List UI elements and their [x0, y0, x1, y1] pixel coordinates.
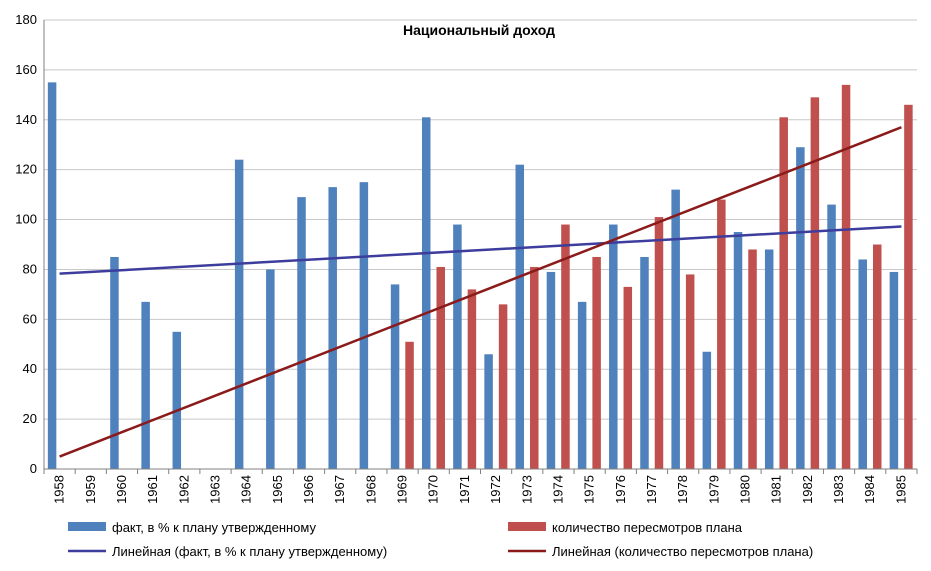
trendline-1 — [59, 225, 902, 275]
bar-s1-1972 — [484, 354, 493, 469]
bar-s2-1969 — [405, 341, 414, 469]
x-tick-label-1967: 1967 — [332, 475, 347, 504]
x-tick-label-1969: 1969 — [395, 475, 410, 504]
bar-s1-1965 — [266, 269, 275, 469]
x-tick-label-1961: 1961 — [145, 475, 160, 504]
axes: 0 20 40 60 80 100 120 140 160 180 1958 1959 1960 1961… — [15, 12, 918, 504]
x-tick-label-1985: 1985 — [893, 475, 908, 504]
bar-s2-1983 — [841, 84, 851, 469]
y-tick-label-180: 180 — [15, 12, 37, 27]
bar-s2-1984 — [872, 244, 882, 469]
bar-s1-1964 — [234, 159, 244, 469]
bar-s2-1981 — [779, 117, 788, 470]
y-tick-label-40: 40 — [23, 361, 37, 376]
x-tick-label-1984: 1984 — [862, 475, 877, 504]
bars — [47, 82, 913, 470]
legend: факт, в % к плану утвержденному количеств… — [68, 520, 813, 559]
bar-s1-1979 — [702, 351, 712, 469]
x-tick-label-1982: 1982 — [800, 475, 815, 504]
bar-s2-1973 — [530, 266, 539, 469]
bar-s1-1974 — [546, 271, 556, 469]
x-tick-label-1970: 1970 — [426, 475, 441, 504]
bar-s2-1976 — [623, 286, 633, 469]
x-tick-label-1978: 1978 — [675, 475, 690, 504]
bar-s2-1975 — [592, 256, 601, 469]
legend-trend-2-label: Линейная (количество пересмотров плана) — [552, 544, 813, 559]
bar-s1-1962 — [172, 331, 182, 469]
x-tick-label-1973: 1973 — [519, 475, 534, 504]
trendlines — [59, 126, 902, 458]
bar-s2-1979 — [717, 199, 726, 469]
bar-s2-1985 — [904, 104, 913, 470]
legend-series-2-swatch — [508, 522, 546, 531]
bar-s1-1961 — [141, 301, 150, 469]
bar-s2-1970 — [436, 266, 445, 469]
bar-s1-1981 — [764, 249, 774, 469]
x-tick-label-1966: 1966 — [301, 475, 316, 504]
bar-s1-1977 — [640, 256, 649, 469]
x-tick-label-1962: 1962 — [176, 475, 191, 504]
bar-s1-1969 — [390, 284, 400, 469]
bar-s1-1970 — [421, 117, 431, 470]
bar-s2-1980 — [748, 249, 757, 469]
bar-s1-1985 — [889, 271, 899, 469]
bar-s2-1982 — [810, 97, 820, 470]
y-tick-label-160: 160 — [15, 62, 37, 77]
x-tick-label-1968: 1968 — [363, 475, 378, 504]
gridlines — [44, 19, 917, 470]
bar-s1-1975 — [577, 301, 587, 469]
legend-trend-1-label: Линейная (факт, в % к плану утвержденном… — [112, 544, 387, 559]
bar-s2-1971 — [467, 289, 477, 469]
trendline-2 — [59, 126, 902, 458]
x-tick-label-1958: 1958 — [52, 475, 67, 504]
x-tick-label-1976: 1976 — [613, 475, 628, 504]
bar-s2-1978 — [685, 274, 695, 469]
legend-series-1-label: факт, в % к плану утвержденному — [112, 520, 316, 535]
x-tick-label-1964: 1964 — [239, 475, 254, 504]
bar-s2-1977 — [654, 217, 664, 469]
x-tick-label-1983: 1983 — [831, 475, 846, 504]
legend-series-1-swatch — [68, 522, 106, 531]
x-tick-label-1959: 1959 — [83, 475, 98, 504]
bar-s2-1974 — [561, 224, 570, 469]
legend-series-2-label: количество пересмотров плана — [552, 520, 743, 535]
y-tick-label-120: 120 — [15, 162, 37, 177]
y-tick-label-0: 0 — [30, 461, 37, 476]
bar-s1-1973 — [515, 164, 525, 469]
bar-s1-1984 — [858, 259, 867, 469]
y-tick-label-60: 60 — [23, 311, 37, 326]
x-tick-label-1972: 1972 — [488, 475, 503, 504]
bar-s1-1960 — [110, 256, 119, 469]
bar-s2-1972 — [498, 304, 508, 469]
y-tick-label-140: 140 — [15, 112, 37, 127]
bar-s1-1982 — [796, 147, 805, 469]
x-tick-label-1981: 1981 — [769, 475, 784, 504]
bar-s1-1958 — [47, 82, 57, 469]
x-tick-label-1960: 1960 — [114, 475, 129, 504]
bar-s1-1978 — [671, 189, 680, 469]
y-tick-label-20: 20 — [23, 411, 37, 426]
x-tick-label-1971: 1971 — [457, 475, 472, 504]
bar-s1-1968 — [359, 182, 369, 469]
x-tick-label-1977: 1977 — [644, 475, 659, 504]
x-tick-label-1979: 1979 — [706, 475, 721, 504]
x-tick-label-1974: 1974 — [550, 475, 565, 504]
bar-s1-1976 — [609, 224, 618, 469]
x-tick-label-1965: 1965 — [270, 475, 285, 504]
bar-s1-1967 — [328, 187, 337, 469]
bar-s1-1980 — [733, 232, 743, 469]
y-tick-label-100: 100 — [15, 212, 37, 227]
chart-title: Национальный доход — [403, 22, 555, 38]
x-tick-label-1963: 1963 — [207, 475, 222, 504]
bar-s1-1983 — [827, 204, 836, 470]
bar-s1-1971 — [453, 224, 462, 469]
x-tick-label-1980: 1980 — [738, 475, 753, 504]
x-tick-label-1975: 1975 — [582, 475, 597, 504]
bar-s1-1966 — [297, 197, 306, 469]
y-tick-label-80: 80 — [23, 261, 37, 276]
